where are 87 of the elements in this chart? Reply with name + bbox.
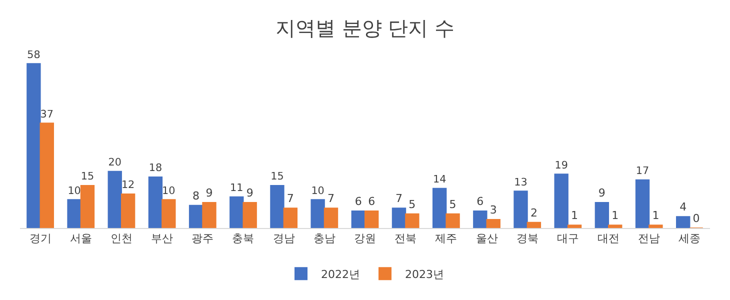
- bar: [567, 224, 582, 228]
- data-label: 10: [311, 184, 324, 197]
- bar: [446, 213, 460, 228]
- data-label: 8: [192, 189, 200, 202]
- x-tick-label: 경기: [29, 232, 52, 246]
- bar: [270, 185, 284, 228]
- data-label: 9: [206, 186, 213, 200]
- bar: [120, 194, 136, 228]
- bar: [608, 224, 622, 228]
- bar: [283, 208, 298, 228]
- x-tick-label: 울산: [476, 232, 498, 246]
- bar: [364, 210, 379, 228]
- bar: [486, 219, 500, 228]
- x-tick-label: 부산: [151, 232, 174, 246]
- bar: [162, 199, 176, 228]
- bar: [324, 208, 338, 228]
- bar: [635, 179, 650, 228]
- data-label: 17: [636, 165, 650, 178]
- x-tick-label: 광주: [192, 232, 214, 246]
- x-tick-label: 제주: [435, 232, 458, 246]
- bar: [432, 188, 447, 228]
- data-label: 9: [598, 186, 606, 200]
- bar: [67, 199, 82, 228]
- data-label: 3: [490, 204, 497, 216]
- chart-title: 지역별 분양 단지 수: [275, 16, 455, 40]
- data-label: 4: [680, 200, 687, 214]
- x-tick-label: 대전: [598, 232, 620, 246]
- bar: [26, 63, 41, 228]
- bar: [202, 202, 216, 228]
- bar: [188, 204, 204, 228]
- data-label: 58: [27, 48, 40, 61]
- x-tick-label: 충북: [232, 232, 254, 246]
- bar: [405, 213, 420, 228]
- data-label: 0: [692, 212, 700, 225]
- data-label: 7: [395, 192, 402, 206]
- bar: [108, 170, 122, 228]
- x-tick-label: 대구: [556, 232, 579, 246]
- bar: [676, 216, 690, 228]
- bar: [648, 224, 663, 228]
- x-tick-label: 경북: [516, 232, 538, 246]
- data-label: 20: [108, 156, 122, 169]
- bar: [594, 202, 610, 228]
- data-label: 10: [68, 184, 81, 197]
- x-tick-label: 강원: [354, 232, 376, 246]
- bar: [40, 122, 54, 228]
- legend-label: 2023년: [405, 268, 444, 281]
- data-label: 7: [328, 192, 335, 206]
- data-label: 10: [162, 184, 176, 197]
- data-label: 18: [148, 162, 162, 174]
- data-label: 12: [121, 179, 135, 192]
- data-label: 6: [476, 195, 484, 208]
- legend-label: 2022년: [321, 268, 360, 281]
- x-tick-label: 서울: [70, 232, 92, 246]
- x-tick-label: 전남: [638, 232, 660, 246]
- bar: [310, 199, 325, 228]
- data-label: 9: [246, 186, 254, 200]
- bar: [392, 208, 406, 228]
- x-tick-label: 경남: [272, 232, 295, 246]
- data-label: 5: [408, 198, 416, 211]
- bar: [526, 222, 542, 228]
- bar: [473, 210, 488, 228]
- x-tick-label: 충남: [313, 232, 336, 246]
- bar: [351, 210, 366, 228]
- data-label: 6: [354, 195, 362, 208]
- data-label: 15: [270, 170, 284, 183]
- data-label: 6: [368, 195, 376, 208]
- x-tick-label: 전북: [394, 232, 417, 246]
- data-label: 1: [612, 209, 619, 222]
- bar: [148, 176, 163, 228]
- data-label: 37: [40, 108, 54, 120]
- data-label: 19: [554, 159, 568, 172]
- data-label: 1: [571, 209, 578, 222]
- data-label: 13: [514, 176, 528, 188]
- x-tick-label: 인천: [110, 232, 132, 246]
- data-label: 15: [80, 170, 94, 183]
- data-label: 14: [432, 174, 447, 186]
- data-label: 11: [230, 182, 244, 194]
- data-label: 7: [286, 192, 294, 206]
- bar: [242, 202, 257, 228]
- data-label: 2: [530, 206, 538, 220]
- data-label: 5: [449, 198, 456, 211]
- data-label: 1: [652, 209, 660, 222]
- bar: [80, 185, 95, 228]
- bar: [514, 190, 528, 228]
- bar: [554, 174, 568, 228]
- x-tick-label: 세종: [678, 232, 701, 246]
- bar: [230, 196, 244, 228]
